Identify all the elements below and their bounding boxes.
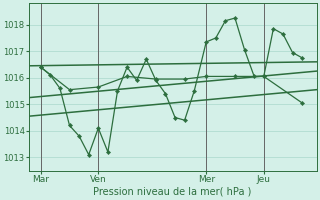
X-axis label: Pression niveau de la mer( hPa ): Pression niveau de la mer( hPa ) xyxy=(93,187,252,197)
